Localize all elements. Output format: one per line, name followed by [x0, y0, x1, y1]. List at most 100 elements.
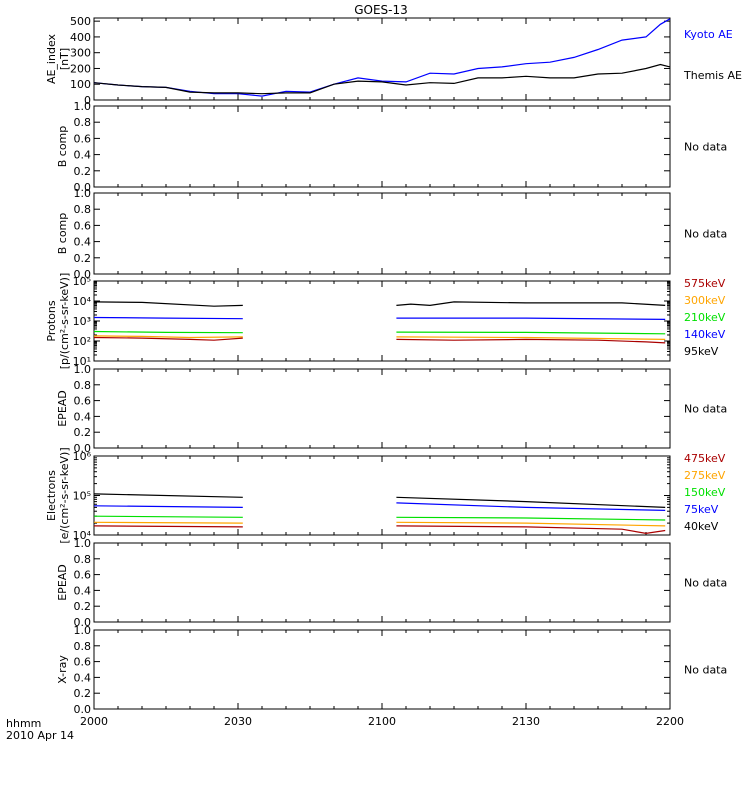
series-line-575kev — [396, 338, 666, 344]
legend-entry: 300keV — [684, 294, 726, 307]
legend-entry: 75keV — [684, 503, 719, 516]
no-data-note: No data — [684, 403, 727, 416]
panel-ae: 0 100 200 300 400 500 AE_index [nT] Kyoto AE Them… — [45, 15, 742, 107]
no-data-note: No data — [684, 664, 727, 677]
y-tick-label: 10⁴ — [73, 529, 92, 542]
y-tick-label: 0.0 — [74, 442, 92, 455]
y-tick-label: 0.6 — [74, 395, 92, 408]
x-tick-label: 2200 — [656, 715, 684, 728]
series-line-150kev — [396, 516, 666, 521]
y-tick-label: 1.0 — [74, 624, 92, 637]
y-axis-label: [nT] — [58, 48, 71, 70]
plot-frame — [93, 192, 671, 275]
series-line-575kev — [93, 336, 243, 341]
y-axis-label: X-ray — [56, 655, 69, 684]
y-tick-label: 0.2 — [74, 426, 92, 439]
legend-entry: 95keV — [684, 345, 719, 358]
no-data-note: No data — [684, 141, 727, 154]
legend-entry: 210keV — [684, 311, 726, 324]
panel-bcomp2: 0.0 0.2 0.4 0.6 0.8 1.0 B comp No data — [56, 187, 727, 281]
y-tick-label: 0 — [84, 94, 91, 107]
x-axis-date-label: 2010 Apr 14 — [6, 729, 74, 742]
y-tick-label: 1.0 — [74, 187, 92, 200]
y-tick-label: 0.2 — [74, 252, 92, 265]
y-tick-label: 200 — [70, 62, 91, 75]
panel-protons: 10¹ 10² 10³ 10⁴ 10⁵ Protons [p/(cm²-s-sr-keV)]… — [45, 273, 726, 370]
series-line-40kev — [396, 496, 666, 508]
y-tick-label: 10³ — [73, 315, 91, 328]
y-tick-label: 10⁶ — [73, 450, 92, 463]
series-line-300kev — [93, 335, 243, 339]
y-axis-label: [e/(cm²-s-sr-keV)] — [58, 447, 71, 543]
series-line-475kev — [396, 525, 666, 535]
y-tick-label: 10⁵ — [73, 490, 91, 503]
plot-frame — [93, 368, 671, 449]
y-tick-label: 0.4 — [74, 149, 92, 162]
y-tick-label: 0.0 — [74, 181, 92, 194]
series-line-300kev — [396, 336, 666, 340]
no-data-note: No data — [684, 228, 727, 241]
x-tick-label: 2030 — [224, 715, 252, 728]
series-line-210kev — [396, 331, 666, 335]
panel-electrons: 10⁴ 10⁵ 10⁶ Electrons [e/(cm²-s-sr-keV)] 475k… — [45, 447, 726, 543]
y-tick-label: 0.8 — [74, 203, 92, 216]
y-tick-label: 0.6 — [74, 132, 92, 145]
y-tick-label: 0.4 — [74, 584, 92, 597]
series-line-75kev — [396, 502, 666, 511]
y-axis-label: EPEAD — [56, 390, 69, 427]
series-line-150kev — [93, 515, 243, 518]
series-line-275kev — [396, 521, 666, 527]
y-tick-label: 0.0 — [74, 703, 92, 716]
y-tick-label: 0.2 — [74, 600, 92, 613]
series-line-95kev — [396, 301, 666, 307]
y-tick-label: 0.4 — [74, 236, 92, 249]
series-line-275kev — [93, 521, 243, 524]
series-line-themis-ae — [93, 63, 671, 95]
y-tick-label: 0.4 — [74, 671, 92, 684]
y-tick-label: 1.0 — [74, 537, 92, 550]
y-tick-label: 0.8 — [74, 640, 92, 653]
x-axis-time-label: hhmm — [6, 717, 41, 730]
y-tick-label: 0.0 — [74, 268, 92, 281]
series-line-75kev — [93, 505, 243, 508]
y-tick-label: 0.0 — [74, 616, 92, 629]
figure-title: GOES-13 — [354, 3, 408, 17]
y-tick-label: 10¹ — [73, 355, 91, 368]
y-tick-label: 0.6 — [74, 656, 92, 669]
series-line-140kev — [396, 317, 666, 320]
y-axis-label: [p/(cm²-s-sr-keV)] — [58, 273, 71, 370]
no-data-note: No data — [684, 577, 727, 590]
series-line-40kev — [93, 493, 243, 498]
legend-entry: Kyoto AE — [684, 28, 733, 41]
y-axis-label: B comp — [56, 126, 69, 168]
x-tick-label: 2000 — [80, 715, 108, 728]
legend-entry: 475keV — [684, 452, 726, 465]
y-tick-label: 10⁴ — [73, 295, 92, 308]
panel-xray: 0.0 0.2 0.4 0.6 0.8 1.0 X-ray No data — [56, 624, 727, 716]
y-tick-label: 500 — [70, 15, 91, 28]
legend-entry: 40keV — [684, 520, 719, 533]
legend-entry: 575keV — [684, 277, 726, 290]
y-tick-label: 400 — [70, 31, 91, 44]
y-tick-label: 100 — [70, 78, 91, 91]
legend-entry: 275keV — [684, 469, 726, 482]
y-tick-label: 0.2 — [74, 165, 92, 178]
y-tick-label: 0.8 — [74, 379, 92, 392]
y-tick-label: 10⁵ — [73, 275, 91, 288]
y-tick-label: 10² — [73, 335, 91, 348]
y-tick-label: 0.2 — [74, 687, 92, 700]
plot-frame — [93, 542, 671, 623]
legend-entry: Themis AE — [683, 69, 742, 82]
y-tick-label: 0.8 — [74, 553, 92, 566]
plot-frame — [93, 105, 671, 188]
y-tick-label: 0.6 — [74, 219, 92, 232]
panel-epead2: 0.0 0.2 0.4 0.6 0.8 1.0 EPEAD No data — [56, 537, 727, 629]
y-tick-label: 1.0 — [74, 100, 92, 113]
y-tick-label: 0.6 — [74, 569, 92, 582]
legend-entry: 150keV — [684, 486, 726, 499]
panel-epead1: 0.0 0.2 0.4 0.6 0.8 1.0 EPEAD No data — [56, 363, 727, 455]
legend-entry: 140keV — [684, 328, 726, 341]
y-tick-label: 0.4 — [74, 410, 92, 423]
plot-frame — [93, 17, 671, 101]
series-line-95kev — [93, 301, 243, 307]
